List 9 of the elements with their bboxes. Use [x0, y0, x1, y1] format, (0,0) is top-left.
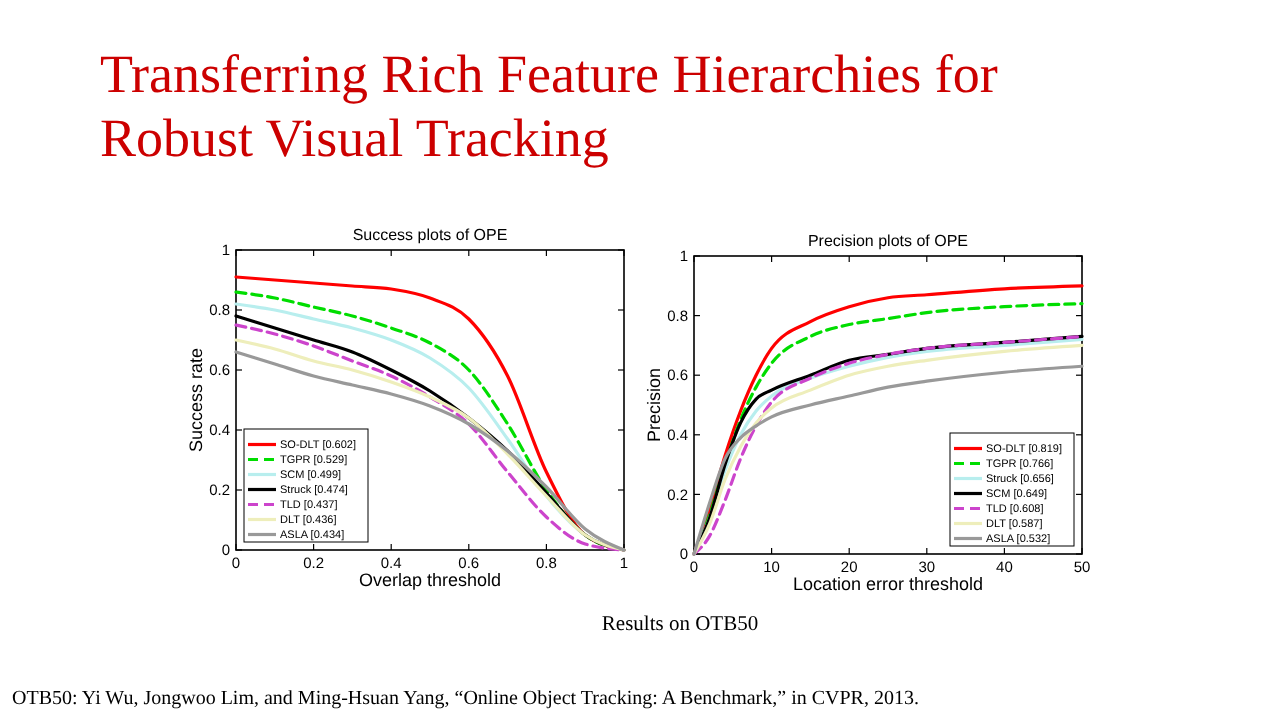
- text: Transferring Rich Feature Hierarchies for Robust Visual Tracking: [100, 44, 998, 168]
- x-axis-title: Location error threshold: [792, 574, 984, 594]
- x-axis-title: Overlap threshold: [358, 570, 502, 590]
- text: Results on OTB50: [601, 614, 759, 636]
- chart-title: Success plots of OPE: [352, 226, 508, 244]
- y-axis-title: Success rate: [186, 347, 206, 453]
- y-axis-title: Precision: [644, 367, 664, 443]
- chart-title: Precision plots of OPE: [807, 232, 969, 250]
- text: OTB50: Yi Wu, Jongwoo Lim, and Ming-Hsuan Yang, “Online Object Tracking: A Benchmark,” in CVPR, 2013.: [12, 688, 919, 710]
